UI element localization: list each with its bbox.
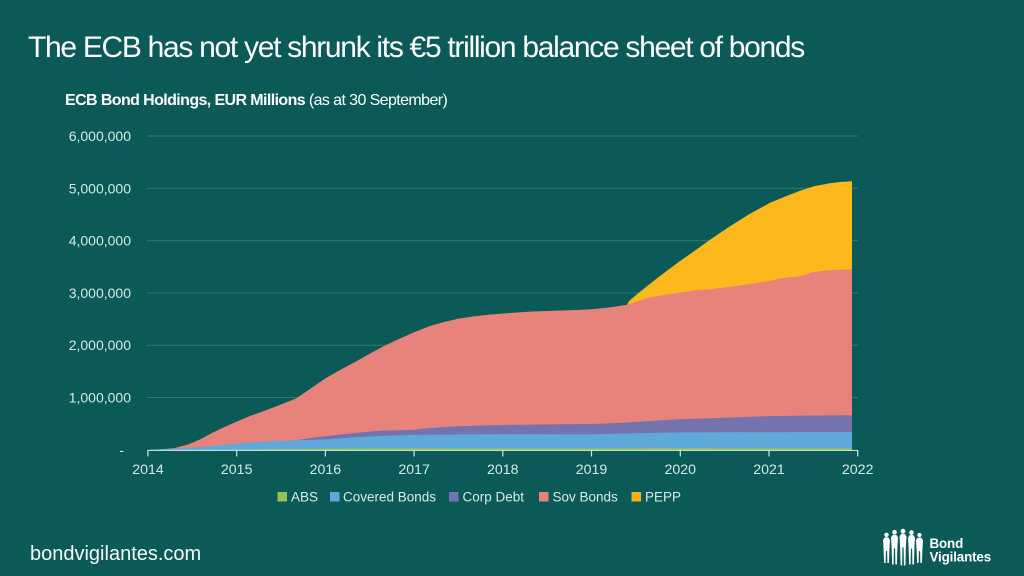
svg-text:Covered Bonds: Covered Bonds bbox=[343, 490, 436, 505]
svg-text:2018: 2018 bbox=[487, 462, 519, 478]
svg-text:2019: 2019 bbox=[576, 462, 608, 478]
svg-text:ABS: ABS bbox=[291, 490, 318, 505]
svg-text:-: - bbox=[119, 442, 124, 458]
svg-text:PEPP: PEPP bbox=[645, 490, 681, 505]
svg-text:3,000,000: 3,000,000 bbox=[69, 285, 131, 301]
svg-text:2017: 2017 bbox=[398, 462, 430, 478]
svg-text:4,000,000: 4,000,000 bbox=[69, 233, 131, 249]
svg-text:Bond: Bond bbox=[930, 536, 964, 551]
svg-text:6,000,000: 6,000,000 bbox=[69, 128, 131, 144]
svg-text:Sov Bonds: Sov Bonds bbox=[553, 490, 619, 505]
svg-text:2020: 2020 bbox=[665, 462, 697, 478]
svg-text:5,000,000: 5,000,000 bbox=[69, 180, 131, 196]
svg-text:2021: 2021 bbox=[753, 462, 785, 478]
svg-text:2,000,000: 2,000,000 bbox=[69, 337, 131, 353]
svg-text:2022: 2022 bbox=[842, 462, 874, 478]
svg-text:1,000,000: 1,000,000 bbox=[69, 390, 131, 406]
svg-text:2015: 2015 bbox=[221, 462, 253, 478]
svg-text:2016: 2016 bbox=[310, 462, 342, 478]
svg-text:2014: 2014 bbox=[132, 462, 164, 478]
svg-text:Corp Debt: Corp Debt bbox=[463, 490, 525, 505]
svg-text:Vigilantes: Vigilantes bbox=[930, 550, 992, 565]
